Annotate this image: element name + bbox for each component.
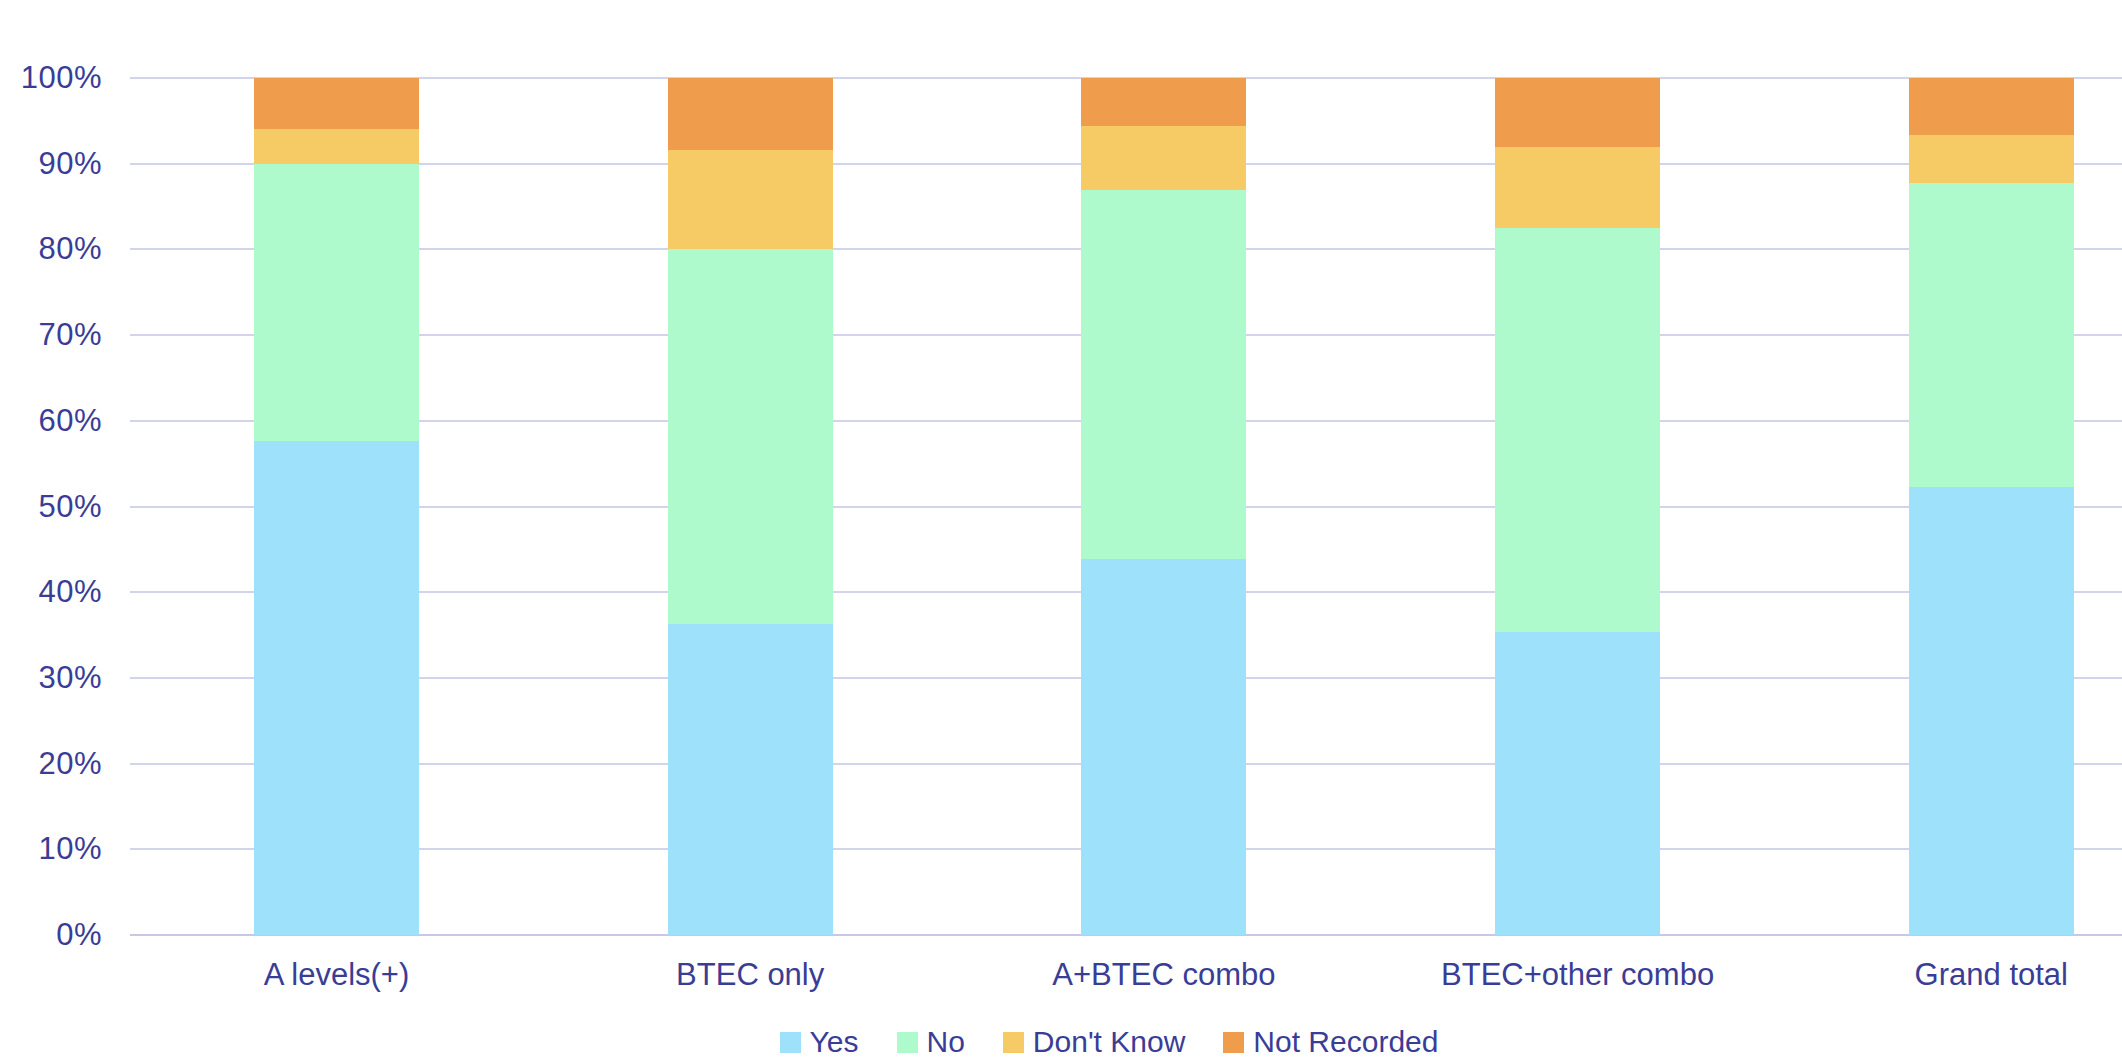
legend-item-yes: Yes — [780, 1024, 859, 1060]
legend-swatch-no — [897, 1032, 918, 1053]
x-axis-category-label-btec-only: BTEC only — [550, 956, 950, 994]
stacked-bar-chart: 0%10%20%30%40%50%60%70%80%90%100% A leve… — [0, 0, 2122, 1062]
legend-label-don-t-know: Don't Know — [1033, 1024, 1185, 1060]
legend-swatch-don-t-know — [1003, 1032, 1024, 1053]
x-axis-labels-layer: A levels(+) BTEC only A+BTEC combo BTEC+oth… — [0, 0, 2122, 1062]
legend-item-not-recorded: Not Recorded — [1223, 1024, 1438, 1060]
legend-swatch-not-recorded — [1223, 1032, 1244, 1053]
x-axis-category-label-grand-total: Grand total — [1791, 956, 2122, 994]
legend-item-no: No — [897, 1024, 965, 1060]
chart-legend: Yes No Don't Know Not Recorded — [48, 1024, 2122, 1060]
legend-label-yes: Yes — [810, 1024, 859, 1060]
x-axis-category-label-a-btec-combo: A+BTEC combo — [964, 956, 1364, 994]
legend-label-not-recorded: Not Recorded — [1253, 1024, 1438, 1060]
legend-label-no: No — [927, 1024, 965, 1060]
legend-swatch-yes — [780, 1032, 801, 1053]
x-axis-category-label-btec-other-combo: BTEC+other combo — [1378, 956, 1778, 994]
x-axis-category-label-a-levels: A levels(+) — [137, 956, 537, 994]
legend-item-don-t-know: Don't Know — [1003, 1024, 1185, 1060]
